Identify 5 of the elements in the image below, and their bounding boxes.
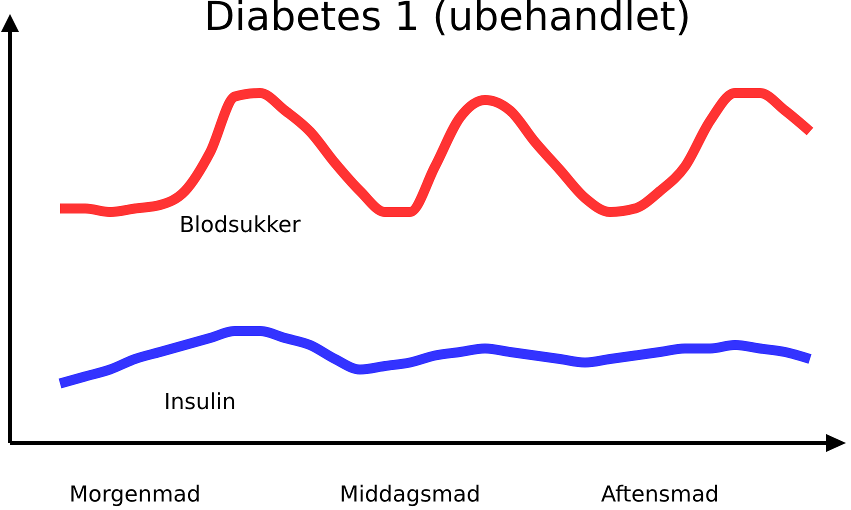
series-label: Insulin [162,390,237,415]
series-label: Blodsukker [178,213,302,238]
x-tick-label: Morgenmad [69,482,201,508]
x-tick-label: Aftensmad [600,482,720,508]
x-tick-label: Middagsmad [340,482,480,508]
